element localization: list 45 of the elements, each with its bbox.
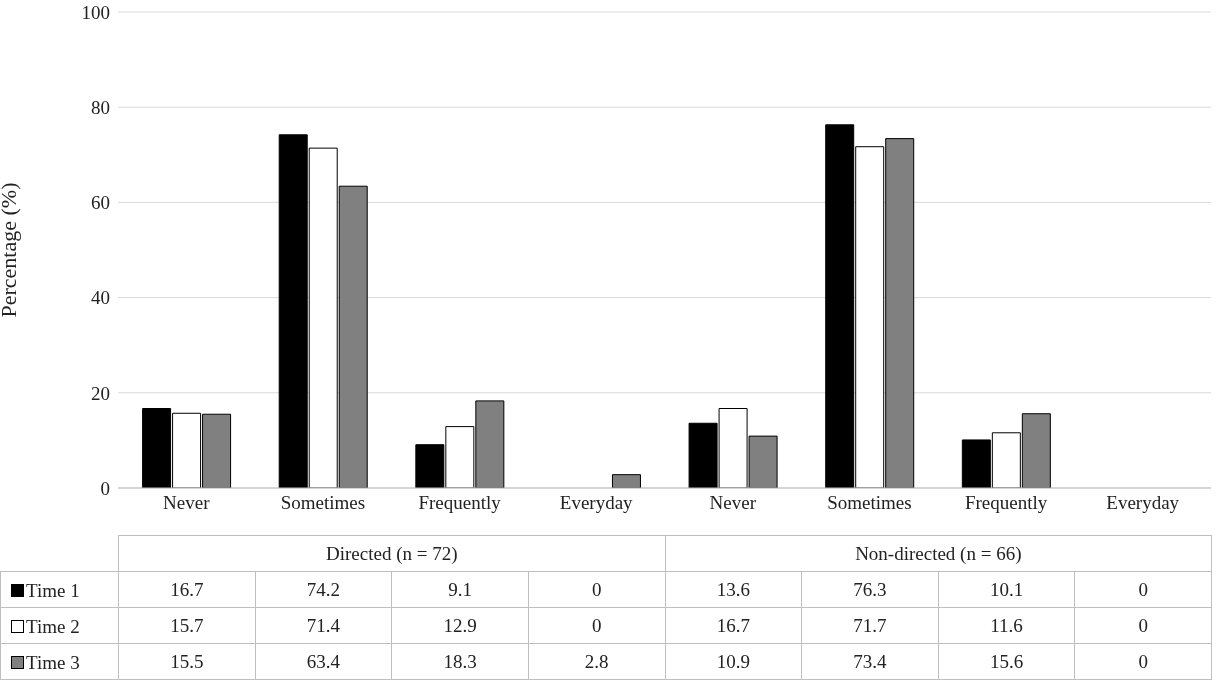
y-tick-label: 60 (91, 192, 110, 214)
x-tick-label: Sometimes (827, 492, 912, 514)
legend-label: Time 2 (26, 615, 80, 637)
y-tick-label: 80 (91, 96, 110, 118)
data-label: 13.6 (665, 571, 802, 608)
y-tick-label: 100 (81, 1, 110, 23)
data-label: 2.8 (528, 643, 666, 680)
data-label: 16.7 (118, 571, 256, 608)
text: Non-directed (n = 66) (665, 535, 1212, 572)
y-tick-label: 0 (100, 477, 110, 499)
data-label: 63.4 (255, 643, 392, 680)
x-tick-label: Everyday (559, 492, 634, 514)
data-label: 71.7 (801, 607, 939, 644)
data-label: 15.5 (118, 643, 256, 680)
data-label: 73.4 (801, 643, 939, 680)
y-tick-label: 40 (91, 287, 110, 309)
data-label: 0 (1074, 607, 1212, 644)
data-label: 12.9 (391, 607, 529, 644)
bar (611, 474, 641, 488)
legend-label: Time 3 (26, 651, 80, 673)
x-tick-label: Sometimes (280, 492, 366, 514)
y-axis-title: Percentage (%) (0, 182, 21, 318)
data-label: 0 (1074, 643, 1212, 680)
data-label: 0 (528, 607, 666, 644)
data-label: 76.3 (801, 571, 939, 608)
x-tick-label: Never (163, 492, 211, 514)
x-tick-label: Frequently (418, 492, 502, 514)
data-label: 15.7 (118, 607, 256, 644)
data-label: 0 (528, 571, 666, 608)
legend-label: Time 1 (26, 579, 80, 601)
data-label: 11.6 (938, 607, 1075, 644)
data-label: 9.1 (391, 571, 529, 608)
data-label: 0 (1074, 571, 1212, 608)
x-tick-label: Never (709, 492, 757, 514)
data-label: 71.4 (255, 607, 392, 644)
data-label: 18.3 (391, 643, 529, 680)
data-label: 10.9 (665, 643, 802, 680)
text: Directed (n = 72) (118, 535, 666, 572)
y-tick-label: 20 (91, 382, 110, 404)
x-tick-label: Frequently (964, 492, 1048, 514)
data-label: 74.2 (255, 571, 392, 608)
data-label: 16.7 (665, 607, 802, 644)
data-label: 15.6 (938, 643, 1075, 680)
data-label: 10.1 (938, 571, 1075, 608)
x-tick-label: Everyday (1106, 492, 1180, 514)
